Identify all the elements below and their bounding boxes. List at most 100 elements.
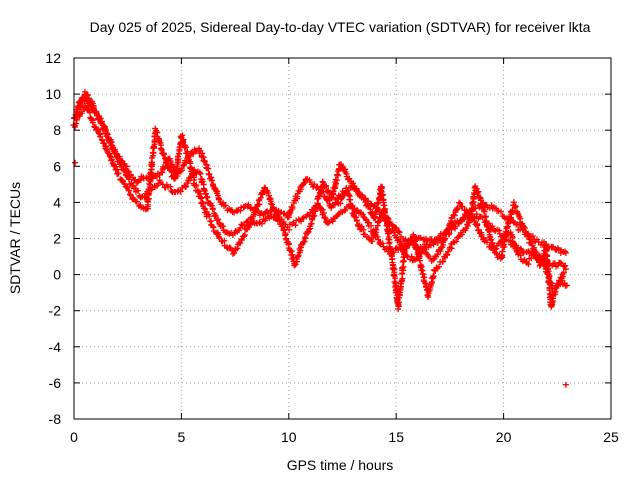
data-point	[250, 206, 257, 213]
data-point	[353, 217, 360, 224]
data-point	[359, 192, 366, 199]
data-point	[101, 140, 108, 147]
data-point	[197, 195, 204, 202]
data-point	[519, 225, 526, 232]
data-point	[96, 115, 103, 122]
data-point	[452, 225, 459, 232]
data-point	[438, 245, 445, 252]
data-point	[183, 157, 190, 164]
data-point	[513, 245, 520, 252]
y-tick-label: -2	[49, 303, 62, 319]
data-point	[393, 225, 400, 232]
data-point	[186, 153, 193, 160]
data-point	[301, 234, 308, 241]
data-point	[529, 232, 536, 239]
data-point	[170, 164, 177, 171]
x-tick-label: 15	[388, 429, 404, 445]
data-point	[478, 200, 485, 207]
data-point	[395, 228, 402, 235]
data-point	[489, 239, 496, 246]
data-point	[477, 203, 484, 210]
data-point	[471, 218, 478, 225]
data-point	[210, 223, 217, 230]
data-point	[510, 199, 517, 206]
data-point	[464, 208, 471, 215]
data-point	[390, 249, 397, 256]
data-point	[183, 183, 190, 190]
series-outliers	[72, 159, 569, 388]
data-point	[333, 177, 340, 184]
data-point	[484, 239, 491, 246]
data-point	[315, 186, 322, 193]
data-point	[453, 238, 460, 245]
data-point	[518, 246, 525, 253]
data-point	[321, 214, 328, 221]
data-point	[199, 178, 206, 185]
data-point	[482, 213, 489, 220]
data-point	[94, 112, 101, 119]
data-point	[435, 263, 442, 270]
data-point	[487, 243, 494, 250]
data-point	[255, 209, 262, 216]
data-point	[464, 223, 471, 230]
data-point	[246, 222, 253, 229]
data-point	[419, 270, 426, 277]
data-point	[111, 162, 118, 169]
data-point	[401, 248, 408, 255]
data-point	[367, 222, 374, 229]
data-point	[311, 181, 318, 188]
data-point	[174, 173, 181, 180]
data-point	[408, 253, 415, 260]
data-point	[332, 176, 339, 183]
data-point	[177, 188, 184, 195]
data-point	[89, 119, 96, 126]
data-point	[360, 213, 367, 220]
data-point	[247, 205, 254, 212]
data-point	[115, 170, 122, 177]
data-point	[530, 252, 537, 259]
data-point	[215, 216, 222, 223]
data-point	[512, 203, 519, 210]
data-point	[444, 252, 451, 259]
data-point	[498, 208, 505, 215]
data-point	[279, 223, 286, 230]
tick-labels: 0 5 10 15 20 25 -8 -6 -4 -2 0 2 4 6 8 10 12	[45, 50, 619, 445]
data-point	[560, 269, 567, 276]
y-tick-label: -6	[49, 375, 62, 391]
data-point	[375, 195, 382, 202]
data-point	[206, 213, 213, 220]
data-point	[465, 209, 472, 216]
data-point	[320, 209, 327, 216]
data-point	[563, 282, 570, 289]
data-point	[108, 156, 115, 163]
data-point	[234, 245, 241, 252]
data-point	[396, 229, 403, 236]
data-point	[300, 214, 307, 221]
y-tick-label: 2	[53, 231, 61, 247]
data-point	[295, 252, 302, 259]
data-point	[538, 256, 545, 263]
data-point	[160, 151, 167, 158]
data-point	[400, 263, 407, 270]
data-point	[229, 250, 236, 257]
data-point	[205, 165, 212, 172]
data-point	[213, 217, 220, 224]
data-point	[177, 168, 184, 175]
data-point	[100, 125, 107, 132]
data-point	[323, 184, 330, 191]
data-point	[487, 233, 494, 240]
data-point	[125, 187, 132, 194]
data-point	[182, 144, 189, 151]
data-point	[562, 262, 569, 269]
data-point	[334, 211, 341, 218]
data-point	[525, 248, 532, 255]
data-point	[473, 185, 480, 192]
data-point	[454, 204, 461, 211]
x-tick-label: 10	[281, 429, 297, 445]
data-point	[511, 204, 518, 211]
data-point	[206, 171, 213, 178]
data-point	[72, 159, 79, 166]
data-point	[349, 204, 356, 211]
data-points	[70, 88, 570, 388]
